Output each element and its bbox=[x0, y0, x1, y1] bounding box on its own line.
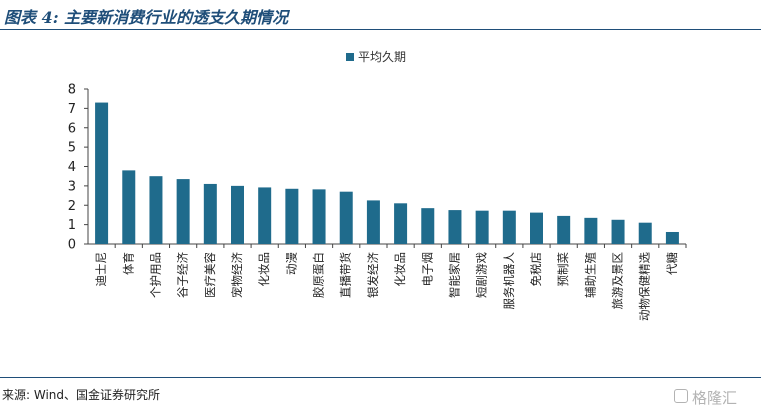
bar bbox=[611, 219, 625, 244]
x-tick-label: 个护用品 bbox=[148, 252, 162, 298]
x-tick-label: 服务机器人 bbox=[502, 252, 516, 310]
y-tick-label: 1 bbox=[68, 218, 76, 233]
x-tick-label: 宠物经济 bbox=[230, 252, 244, 298]
x-tick-label: 辅助生殖 bbox=[583, 252, 597, 298]
x-tick-label: 化妆品 bbox=[257, 252, 271, 287]
bar bbox=[231, 185, 244, 244]
bar bbox=[394, 203, 408, 244]
gelonghui-logo-icon bbox=[674, 389, 688, 403]
bar bbox=[475, 210, 489, 244]
title-divider bbox=[0, 29, 761, 30]
bar bbox=[258, 187, 272, 244]
bar bbox=[638, 222, 652, 244]
bar bbox=[312, 189, 326, 244]
x-tick-label: 电子烟 bbox=[420, 252, 434, 287]
bar bbox=[502, 210, 516, 244]
bar bbox=[530, 212, 543, 244]
bar bbox=[176, 179, 190, 244]
bar bbox=[557, 215, 571, 244]
x-tick-label: 短剧游戏 bbox=[475, 252, 489, 298]
bar bbox=[203, 183, 217, 244]
legend-swatch bbox=[346, 53, 354, 61]
y-tick-label: 7 bbox=[68, 102, 76, 117]
x-tick-label: 胶原蛋白 bbox=[312, 252, 326, 298]
bar bbox=[584, 217, 598, 244]
bar bbox=[421, 208, 435, 244]
x-tick-label: 代糖 bbox=[665, 252, 679, 275]
x-tick-label: 智能家居 bbox=[447, 252, 461, 298]
x-tick-label: 银发经济 bbox=[366, 252, 380, 298]
y-tick-label: 4 bbox=[68, 160, 76, 175]
bar bbox=[665, 231, 679, 244]
figure-title: 图表 4: 主要新消费行业的透支久期情况 bbox=[4, 8, 289, 27]
x-tick-label: 直播带货 bbox=[339, 252, 353, 298]
x-tick-label: 旅游及景区 bbox=[611, 252, 625, 310]
x-tick-label: 体育 bbox=[121, 252, 135, 275]
bar bbox=[448, 210, 462, 244]
y-tick-label: 2 bbox=[68, 199, 76, 214]
x-tick-label: 免税店 bbox=[529, 252, 543, 287]
x-tick-label: 动漫 bbox=[284, 252, 298, 275]
y-tick-label: 0 bbox=[68, 238, 76, 253]
x-tick-label: 迪士尼 bbox=[94, 252, 108, 287]
bar bbox=[339, 191, 353, 244]
y-tick-label: 3 bbox=[68, 179, 76, 194]
watermark: 格隆汇 bbox=[674, 386, 756, 408]
bar bbox=[149, 176, 163, 244]
source-note: 来源: Wind、国金证券研究所 bbox=[2, 388, 161, 402]
x-tick-label: 动物保健精选 bbox=[638, 252, 652, 321]
x-tick-label: 谷子经济 bbox=[176, 252, 190, 298]
bar bbox=[366, 200, 380, 244]
bar bbox=[95, 102, 109, 244]
x-tick-label: 化妆品 bbox=[393, 252, 407, 287]
y-tick-label: 5 bbox=[68, 141, 76, 156]
x-tick-label: 预制菜 bbox=[556, 252, 570, 287]
y-tick-label: 6 bbox=[68, 121, 76, 136]
bar bbox=[122, 170, 136, 244]
footer-divider bbox=[0, 377, 761, 378]
y-tick-label: 8 bbox=[68, 83, 76, 98]
legend-label: 平均久期 bbox=[358, 50, 406, 64]
bar bbox=[285, 188, 299, 244]
x-tick-label: 医疗美容 bbox=[203, 252, 217, 298]
watermark-text: 格隆汇 bbox=[692, 389, 738, 407]
